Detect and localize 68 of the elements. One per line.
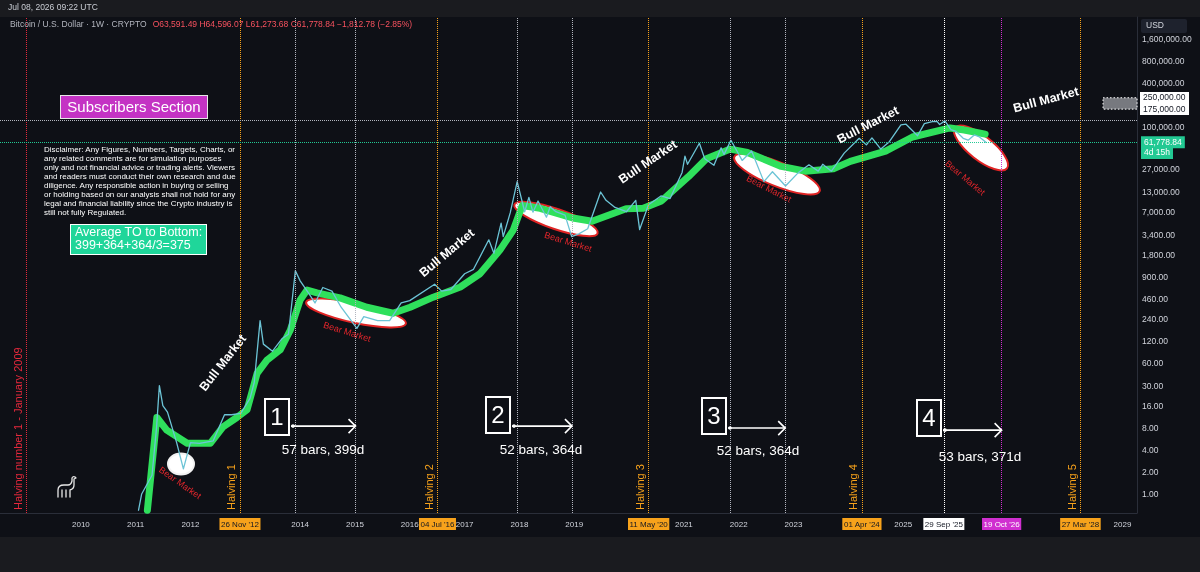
y-tick-label: 13,000.00	[1142, 187, 1181, 197]
y-tick-label: 2.00	[1142, 466, 1159, 477]
annotation: Subscribers Section	[60, 95, 208, 119]
x-tick-label: 2029	[1113, 519, 1132, 529]
annotation: Bear Market	[322, 319, 372, 345]
ref-line-label: 61,778.84	[1144, 137, 1183, 148]
annotation: 4	[916, 399, 942, 437]
x-tick-label: 2017	[455, 519, 475, 529]
x-tick-label: 2015	[346, 519, 365, 529]
annotation: O63,591.49 H64,596.07 L61,273.68 C61,778.84 −1,812.78 (−2.85%)	[152, 19, 413, 30]
y-tick-label: 100,000.00	[1142, 121, 1185, 132]
y-tick-label: 120.00	[1142, 336, 1169, 347]
annotation: 250,000.00	[1140, 92, 1189, 104]
x-tick-label: 2023	[784, 519, 803, 529]
x-tick-label: 2018	[510, 519, 529, 529]
annotation: 52 bars, 364d	[499, 442, 583, 458]
ref-line-label: Halving 2	[422, 464, 435, 510]
y-tick-label: 1,800.00	[1142, 250, 1176, 261]
ref-line-label: Halving 5	[1065, 464, 1078, 510]
y-axis-title: USD	[1141, 19, 1187, 33]
y-tick-label: 7,000.00	[1142, 206, 1176, 217]
y-tick-label: 1.00	[1142, 488, 1159, 499]
y-tick-label: 400,000.00	[1142, 77, 1185, 88]
x-tick-label: 19 Oct '26	[983, 519, 1021, 529]
ref-line-label: Halving 1	[225, 464, 238, 510]
y-tick-label: 3,400.00	[1142, 229, 1176, 240]
annotation: Average TO to Bottom: 399+364+364/3=375	[70, 223, 208, 256]
x-tick-label: 11 May '20	[629, 519, 669, 529]
x-tick-label: 04 Jul '16	[420, 519, 456, 529]
ref-line-label: Halving number 1 - January 2009	[11, 347, 24, 510]
annotation: 175,000.00	[1140, 103, 1189, 115]
y-tick-label: 60.00	[1142, 358, 1164, 369]
y-tick-label: 27,000.00	[1142, 163, 1181, 174]
x-tick-label: 2010	[71, 519, 91, 529]
x-tick-label: 29 Sep '25	[924, 519, 964, 529]
annotation: 52 bars, 364d	[716, 443, 800, 459]
y-tick-label: 8.00	[1142, 422, 1159, 433]
annotation: 3	[701, 397, 727, 435]
y-tick-label: 30.00	[1142, 380, 1164, 391]
x-tick-label: 2019	[565, 519, 584, 529]
annotation: Disclaimer: Any Figures, Numbers, Targets, Charts, or any related comments are for simulation purposes only and not financial advice or trading alerts. Viewers and readers must conduct their own research and due diligence. Any responsible action in buying or selling or holding based on our analysis shall not hold for any legal and financial liability since the Crypto industry is still not fully Regulated.	[44, 145, 236, 218]
y-tick-label: 16.00	[1142, 400, 1164, 411]
annotation: Bull Market	[1011, 84, 1081, 116]
x-tick-label: 27 Mar '28	[1061, 519, 1100, 529]
annotation: Bear Market	[543, 229, 593, 255]
text: Jul 08, 2026 09:22 UTC	[8, 2, 98, 13]
text: 4d 15h	[1141, 147, 1173, 159]
annotation: 57 bars, 399d	[281, 442, 365, 458]
x-tick-label: 26 Nov '12	[220, 519, 260, 529]
chart-title: Bitcoin / U.S. Dollar · 1W · CRYPTO	[10, 19, 147, 30]
annotation: 2	[485, 396, 511, 434]
y-tick-label: 800,000.00	[1142, 55, 1185, 66]
x-tick-label: 2025	[894, 519, 913, 529]
x-tick-label: 2016	[400, 519, 420, 529]
ref-line-label: Halving 4	[847, 464, 860, 510]
ref-line-label: Halving 3	[634, 464, 647, 510]
x-tick-label: 2022	[729, 519, 749, 529]
x-tick-label: 01 Apr '24	[844, 519, 881, 529]
y-tick-label: 1,600,000.00	[1142, 33, 1192, 44]
y-tick-label: 4.00	[1142, 444, 1159, 455]
y-tick-label: 460.00	[1142, 293, 1169, 304]
x-tick-label: 2021	[675, 519, 694, 529]
x-tick-label: 2012	[181, 519, 200, 529]
x-tick-label: 2011	[127, 519, 145, 529]
y-tick-label: 900.00	[1142, 272, 1169, 283]
annotation: 1	[264, 398, 290, 436]
x-tick-label: 2014	[291, 519, 310, 529]
y-tick-label: 240.00	[1142, 314, 1169, 325]
